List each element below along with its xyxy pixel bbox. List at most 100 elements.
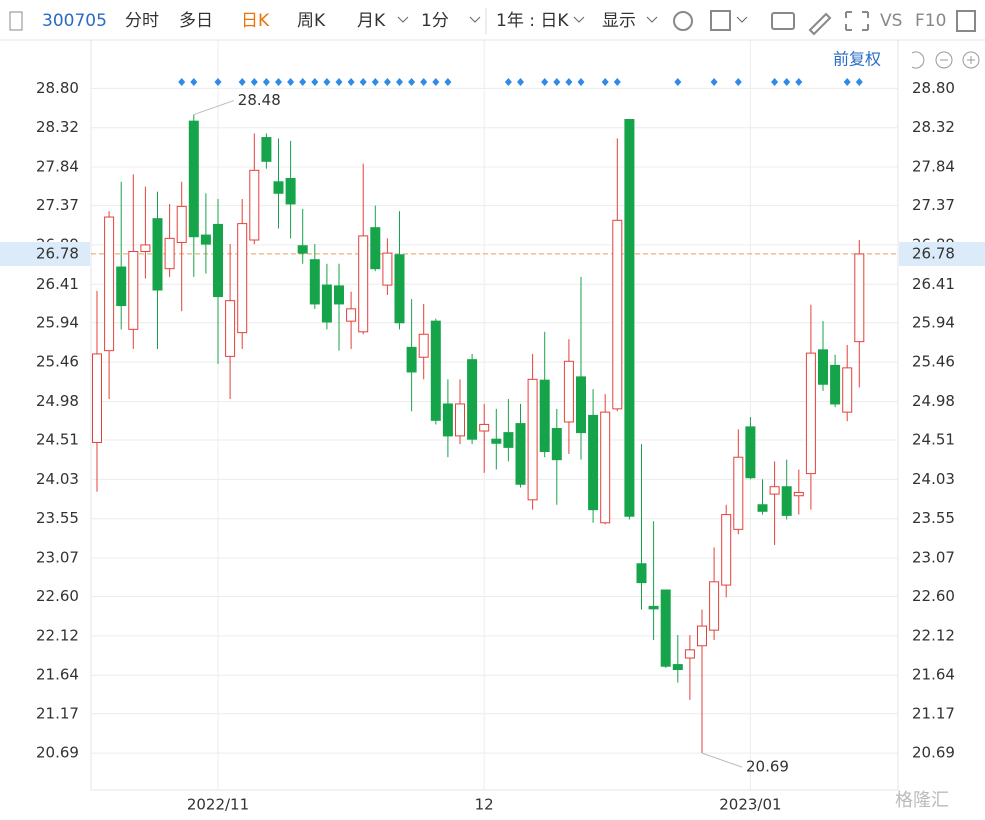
signal-marker — [408, 78, 416, 86]
sidebar-icon[interactable] — [9, 11, 23, 31]
candle-body — [394, 254, 405, 324]
y-tick-label: 23.55 — [36, 509, 79, 527]
signal-marker — [299, 78, 307, 86]
chevron[interactable] — [469, 16, 481, 23]
y-tick-label-right: 22.60 — [912, 587, 955, 605]
candle-body — [576, 376, 586, 434]
signal-marker — [335, 78, 343, 86]
tab[interactable]: 1分 — [421, 11, 449, 31]
y-tick-label-right: 25.94 — [912, 313, 955, 331]
box-icon[interactable] — [710, 10, 731, 31]
y-tick-label-right: 21.64 — [912, 666, 955, 684]
signal-marker — [275, 78, 282, 86]
signal-marker — [359, 78, 367, 86]
candle-body — [563, 360, 574, 423]
y-tick-label-right: 27.84 — [912, 158, 955, 176]
candle-body — [648, 605, 659, 610]
panel-icon[interactable] — [956, 10, 976, 32]
signal-marker — [613, 78, 621, 86]
signal-marker — [190, 78, 198, 86]
signal-marker — [178, 78, 186, 86]
signal-marker — [371, 78, 379, 86]
candle-body — [321, 284, 332, 323]
undo-icon[interactable] — [911, 51, 925, 69]
candle-body — [358, 235, 369, 333]
candle-body — [503, 432, 514, 448]
price-label: 26.78 — [36, 244, 79, 262]
chevron[interactable] — [573, 16, 585, 23]
y-tick-label: 23.07 — [36, 549, 79, 567]
signal-marker — [347, 78, 355, 86]
zoom-out[interactable] — [935, 51, 953, 69]
stock-code[interactable]: 300705 — [42, 11, 107, 31]
candle-body — [92, 353, 102, 443]
y-tick-label: 21.17 — [36, 704, 79, 722]
signal-marker — [323, 78, 331, 86]
y-tick-label: 20.69 — [36, 744, 79, 762]
camera-icon[interactable] — [771, 12, 795, 30]
candle-body — [818, 349, 828, 385]
y-tick-label-right: 20.69 — [912, 744, 955, 762]
candle-body — [297, 245, 308, 254]
candle-body — [225, 300, 236, 357]
candle-body — [781, 486, 792, 516]
plot-frame — [90, 39, 899, 791]
fullscreen-icon[interactable] — [845, 11, 869, 31]
y-tick-label-right: 22.12 — [912, 626, 955, 644]
y-tick-label-right: 27.37 — [912, 196, 955, 214]
candle-body — [273, 181, 284, 194]
signal-marker — [432, 78, 440, 86]
signal-marker — [565, 78, 573, 86]
candle-body — [200, 234, 211, 245]
tab[interactable]: 分时 — [125, 11, 159, 31]
y-tick-label: 26.41 — [36, 275, 79, 293]
watermark: 格隆汇 — [895, 790, 949, 811]
tab[interactable]: 周K — [297, 11, 326, 31]
settings-icon[interactable] — [673, 11, 693, 31]
signal-marker — [553, 78, 561, 86]
zoom-in-sign — [967, 56, 975, 64]
tab[interactable]: 1年 : 日K — [496, 11, 569, 31]
signal-marker — [577, 78, 585, 86]
chevron[interactable] — [736, 16, 748, 23]
candle-body — [128, 250, 139, 330]
tab[interactable]: 显示 — [602, 11, 636, 31]
y-tick-label-right: 24.03 — [912, 470, 955, 488]
tab[interactable]: 多日 — [179, 11, 213, 31]
y-tick-label: 22.60 — [36, 587, 79, 605]
f10-button[interactable]: F10 — [915, 11, 946, 31]
signal-marker — [420, 78, 428, 86]
chevron[interactable] — [646, 16, 658, 23]
tab[interactable]: 月K — [357, 11, 386, 31]
candle-body — [769, 486, 780, 495]
candle-body — [213, 223, 223, 298]
candle-body — [527, 378, 538, 501]
candle-body — [116, 266, 127, 307]
pen-icon[interactable] — [808, 12, 832, 36]
annotation: 20.69 — [746, 758, 789, 776]
price-label: 26.78 — [912, 244, 955, 262]
candle-body — [442, 403, 453, 437]
candle-body — [104, 216, 115, 352]
tab-active[interactable]: 日K — [241, 11, 270, 31]
candle-body — [733, 456, 744, 530]
candle-body — [745, 426, 756, 479]
candle-body — [370, 227, 381, 270]
candle-body — [660, 589, 671, 667]
chevron[interactable] — [397, 16, 409, 23]
adjust-button[interactable]: 前复权 — [833, 50, 881, 69]
zoom-in[interactable] — [962, 51, 980, 69]
y-tick-label: 22.12 — [36, 626, 79, 644]
signal-marker — [843, 78, 851, 86]
annotation-leader — [701, 752, 743, 768]
candle-body — [551, 428, 562, 461]
candle-body — [842, 367, 853, 413]
candle-body — [309, 259, 320, 305]
x-tick-label: 2023/01 — [719, 796, 781, 814]
vs-button[interactable]: VS — [880, 11, 902, 31]
candle-body — [164, 237, 175, 270]
candle-body — [539, 379, 550, 452]
y-tick-label-right: 21.17 — [912, 704, 955, 722]
